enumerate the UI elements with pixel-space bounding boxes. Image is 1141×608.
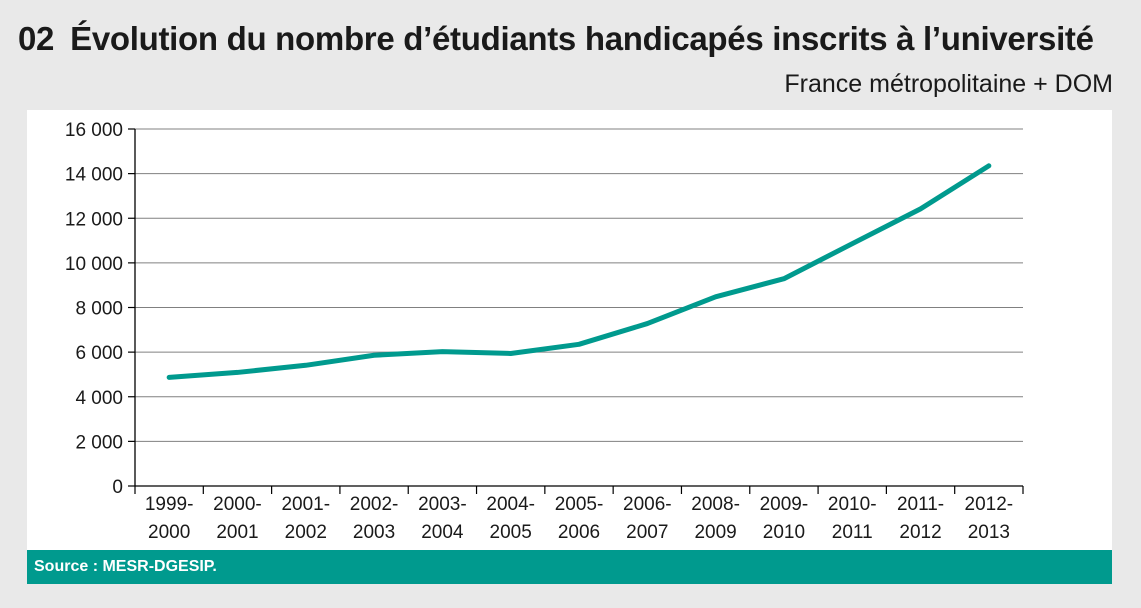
x-tick-label: 2001 bbox=[216, 522, 258, 543]
x-tick-label: 2001- bbox=[281, 494, 330, 515]
x-tick-label: 2003 bbox=[353, 522, 395, 543]
x-tick-label: 2003- bbox=[418, 494, 467, 515]
y-tick-label: 16 000 bbox=[65, 120, 123, 141]
data-point bbox=[986, 163, 992, 169]
data-point bbox=[440, 349, 445, 354]
data-point bbox=[303, 363, 308, 368]
y-tick-label: 4 000 bbox=[75, 388, 123, 409]
x-tick-label: 2010- bbox=[828, 494, 877, 515]
y-tick-label: 2 000 bbox=[75, 432, 123, 453]
data-point bbox=[850, 241, 855, 246]
y-tick-label: 10 000 bbox=[65, 254, 123, 275]
x-tick-label: 2010 bbox=[763, 522, 805, 543]
x-tick-label: 2000 bbox=[148, 522, 190, 543]
x-tick-label: 2009- bbox=[760, 494, 809, 515]
plot-panel: 0 2 000 4 000 6 000 8 000 10 000 12 000 14 000 1… bbox=[27, 110, 1112, 550]
y-tick-label: 12 000 bbox=[65, 209, 123, 230]
x-tick-label: 2006 bbox=[558, 522, 600, 543]
chart-title-text: Évolution du nombre d’étudiants handicap… bbox=[70, 20, 1094, 57]
data-point bbox=[645, 321, 650, 326]
x-tick-label: 1999- bbox=[145, 494, 194, 515]
x-tick-label: 2005- bbox=[555, 494, 604, 515]
data-point bbox=[781, 276, 787, 281]
x-tick-label: 2008- bbox=[691, 494, 740, 515]
chart-number: 02 bbox=[18, 20, 55, 57]
chart-title: 02 Évolution du nombre d’étudiants handic… bbox=[18, 20, 1094, 58]
x-tick-label: 2004- bbox=[486, 494, 535, 515]
y-tick-label: 0 bbox=[112, 477, 123, 498]
data-point bbox=[508, 351, 513, 356]
data-point bbox=[576, 342, 582, 347]
x-tick-label: 2012 bbox=[899, 522, 941, 543]
y-tick-label: 8 000 bbox=[75, 299, 123, 320]
x-tick-label: 2011 bbox=[832, 522, 873, 543]
x-tick-label: 2012- bbox=[965, 494, 1014, 515]
x-tick-label: 2002- bbox=[350, 494, 399, 515]
data-point bbox=[713, 294, 718, 299]
y-tick-label: 14 000 bbox=[65, 165, 123, 186]
data-point bbox=[166, 375, 172, 380]
chart-subtitle: France métropolitaine + DOM bbox=[784, 70, 1113, 98]
x-tick-label: 2009 bbox=[694, 522, 736, 543]
line-chart: 0 2 000 4 000 6 000 8 000 10 000 12 000 14 000 1… bbox=[65, 120, 1024, 543]
data-point bbox=[918, 206, 923, 212]
y-tick-label: 6 000 bbox=[75, 343, 123, 364]
x-tick-label: 2005 bbox=[490, 522, 532, 543]
data-point bbox=[371, 353, 377, 358]
x-tick-label: 2011- bbox=[897, 494, 944, 515]
data-point bbox=[235, 370, 240, 375]
x-tick-label: 2007 bbox=[626, 522, 668, 543]
source-bar: Source : MESR-DGESIP. bbox=[27, 550, 1112, 584]
x-tick-label: 2004 bbox=[421, 522, 464, 543]
source-text: Source : MESR-DGESIP. bbox=[34, 558, 217, 575]
x-tick-label: 2013 bbox=[968, 522, 1010, 543]
x-tick-label: 2002 bbox=[285, 522, 327, 543]
x-tick-label: 2006- bbox=[623, 494, 672, 515]
x-tick-label: 2000- bbox=[213, 494, 262, 515]
